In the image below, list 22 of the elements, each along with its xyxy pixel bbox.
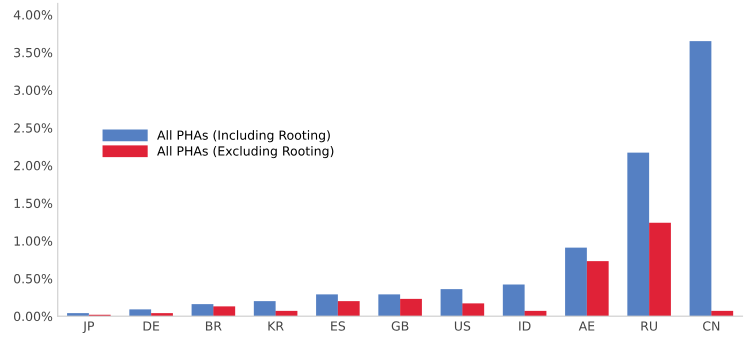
x-tick-label: JP [82, 321, 94, 334]
x-tick-label: DE [144, 321, 160, 331]
x-tick-label: KR [268, 321, 284, 331]
y-tick-label: 1.00% [14, 236, 52, 246]
y-tick-label: 0.00% [14, 312, 52, 322]
x-tick-label: CN [703, 321, 720, 331]
x-tick-label: GB [392, 321, 408, 331]
y-tick-label: 0.50% [14, 274, 52, 284]
y-tick-label: 1.50% [14, 198, 52, 208]
legend-label: All PHAs (Excluding Rooting) [157, 146, 334, 158]
y-tick-label: 2.00% [14, 160, 52, 170]
legend-label: All PHAs (Including Rooting) [157, 130, 330, 142]
y-tick-label: 3.50% [14, 48, 52, 58]
x-tick-label: BR [206, 321, 222, 331]
y-tick-label: 2.50% [14, 123, 52, 133]
x-tick-label: AE [578, 321, 594, 331]
x-tick-label: US [454, 321, 470, 331]
x-tick-label: RU [641, 321, 657, 331]
x-tick-label: ES [331, 321, 346, 331]
x-tick-label: ID [519, 321, 531, 331]
y-tick-label: 3.00% [14, 86, 52, 96]
y-tick-label: 4.00% [14, 10, 52, 20]
